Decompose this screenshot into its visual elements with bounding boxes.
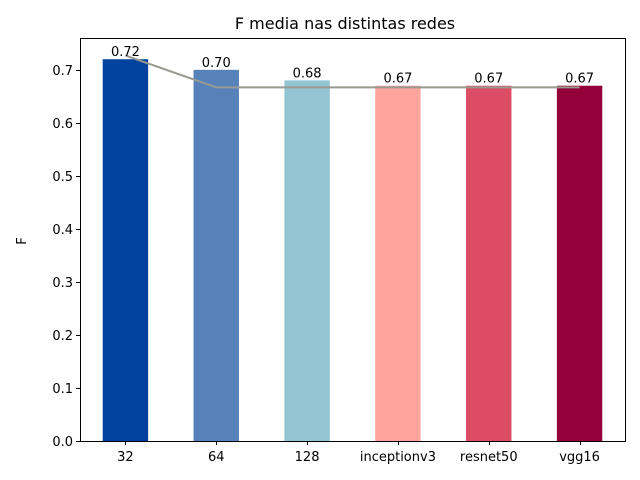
y-tick-label: 0.3: [52, 276, 73, 291]
y-tick-label: 0.4: [52, 223, 73, 238]
bar-64: [193, 69, 239, 441]
x-ticks-group: 32 64 128 inceptionv3 resnet50 vgg16: [117, 441, 600, 465]
y-ticks-group: 0.0 0.1 0.2 0.3 0.4 0.5 0.6 0.7: [52, 64, 80, 450]
bar-vgg16: [556, 85, 603, 441]
value-label-vgg16: 0.67: [565, 72, 594, 87]
x-tick-label-64: 64: [208, 450, 225, 465]
line-group: [125, 54, 580, 89]
x-tick-label-128: 128: [295, 450, 320, 465]
x-tick-label-resnet50: resnet50: [460, 450, 518, 465]
y-tick-label: 0.7: [52, 64, 73, 79]
y-tick-label: 0.2: [52, 329, 73, 344]
y-axis-label: F: [15, 237, 30, 244]
value-label-128: 0.68: [293, 66, 322, 81]
x-tick-label-inceptionv3: inceptionv3: [360, 450, 436, 465]
bar-inceptionv3: [375, 85, 421, 441]
x-tick-label-vgg16: vgg16: [559, 450, 600, 465]
value-label-resnet50: 0.67: [474, 72, 503, 87]
value-label-32: 0.72: [111, 45, 140, 60]
y-tick-label: 0.6: [52, 117, 73, 132]
x-tick-label-32: 32: [117, 450, 134, 465]
value-label-64: 0.70: [202, 56, 231, 71]
bars-group: [102, 59, 603, 442]
y-tick-label: 0.0: [52, 435, 73, 450]
chart-title: F media nas distintas redes: [235, 14, 455, 33]
axes-frame: [80, 38, 626, 442]
bar-resnet50: [466, 85, 512, 441]
value-label-inceptionv3: 0.67: [383, 72, 412, 87]
y-tick-label: 0.1: [52, 382, 73, 397]
bar-128: [284, 80, 330, 441]
y-tick-label: 0.5: [52, 170, 73, 185]
bar-32: [102, 59, 149, 442]
axes-group: [80, 38, 626, 442]
trend-line: [125, 54, 580, 89]
value-labels-group: 0.72 0.70 0.68 0.67 0.67 0.67: [111, 45, 594, 87]
